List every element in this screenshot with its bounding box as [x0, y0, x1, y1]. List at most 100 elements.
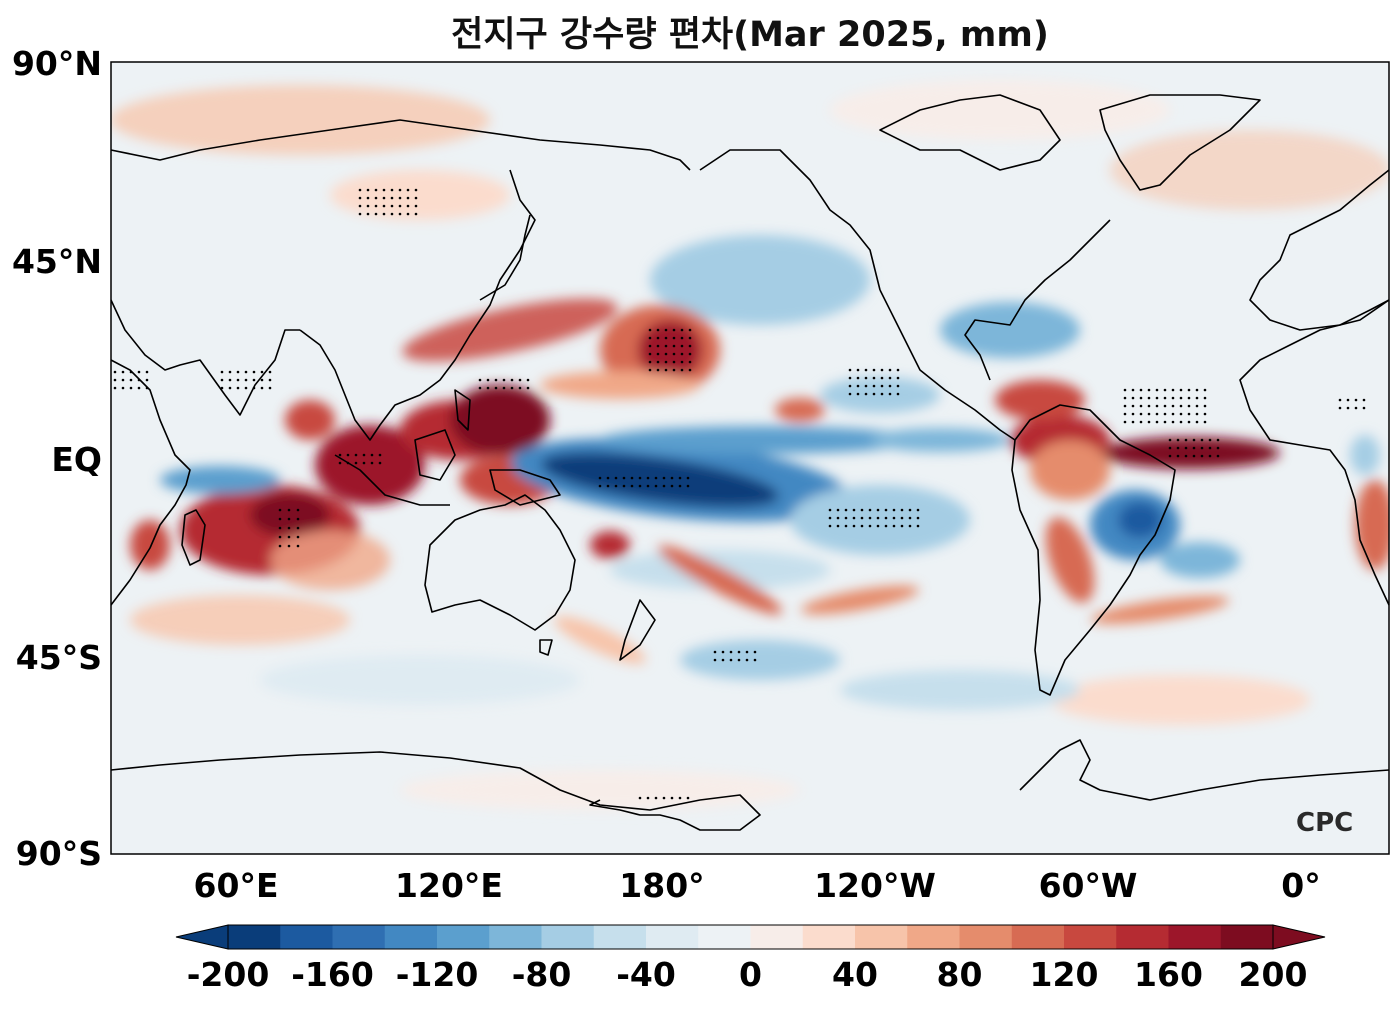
stipple-dot: [896, 384, 900, 388]
stipple-dot: [892, 524, 896, 528]
stipple-dot: [1168, 438, 1172, 442]
stipple-dot: [1187, 420, 1191, 424]
stipple-dot: [1179, 404, 1183, 408]
stipple-dot: [278, 508, 282, 512]
stipple-dot: [622, 484, 626, 488]
stipple-dot: [374, 188, 378, 192]
stipple-dot: [680, 360, 684, 364]
colorbar-tick-label: 0: [739, 955, 762, 994]
colorbar-cell: [332, 925, 386, 949]
colorbar: [175, 924, 1326, 950]
stipple-dot: [888, 376, 892, 380]
colorbar-tick-label: -200: [186, 955, 270, 994]
stipple-dot: [121, 378, 125, 382]
stipple-dot: [268, 378, 272, 382]
stipple-dot: [1155, 404, 1159, 408]
stipple-dot: [494, 378, 498, 382]
colorbar-tick-label: -160: [291, 955, 374, 994]
stipple-dot: [713, 658, 717, 662]
stipple-dot: [664, 352, 668, 356]
coast-tasmania: [539, 639, 553, 656]
stipple-dot: [880, 376, 884, 380]
stipple-dot: [287, 517, 291, 521]
stipple-dot: [896, 392, 900, 396]
stipple-dot: [228, 378, 232, 382]
coast-africa-east: [110, 359, 191, 606]
stipple-dot: [260, 386, 264, 390]
stipple-dot: [236, 370, 240, 374]
stipple-dot: [680, 328, 684, 332]
stipple-dot: [244, 386, 248, 390]
stipple-dot: [260, 370, 264, 374]
colorbar-cell: [489, 925, 542, 949]
stipple-dot: [908, 516, 912, 520]
stipple-dot: [1192, 454, 1196, 458]
stipple-dot: [686, 484, 690, 488]
stipple-dot: [121, 386, 125, 390]
anomaly-blobs: [111, 80, 1389, 810]
stipple-dot: [900, 516, 904, 520]
colorbar-extend-left: [175, 924, 229, 950]
stipple-dot: [900, 508, 904, 512]
stipple-dot: [1155, 396, 1159, 400]
stipple-dot: [656, 344, 660, 348]
coast-eurasia-north: [110, 119, 691, 171]
stipple-dot: [129, 378, 133, 382]
stipple-dot: [688, 352, 692, 356]
stipple-dot: [753, 658, 757, 662]
stipple-dot: [1123, 396, 1127, 400]
stipple-dot: [1176, 454, 1180, 458]
stipple-dot: [358, 188, 362, 192]
stipple-dot: [672, 352, 676, 356]
stipple-dot: [598, 484, 602, 488]
stipple-dot: [614, 476, 618, 480]
stipple-dot: [510, 386, 514, 390]
lon-label-120w: 120°W: [814, 866, 936, 905]
coast-north-america-east: [964, 219, 1111, 381]
stipple-dot: [1195, 404, 1199, 408]
colorbar-cell: [1011, 925, 1065, 949]
stipple-dot: [1187, 388, 1191, 392]
stipple-dot: [908, 508, 912, 512]
anomaly-field: [111, 80, 1389, 810]
stipple-dot: [753, 650, 757, 654]
stipple-dot: [366, 212, 370, 216]
stipple-dot: [848, 368, 852, 372]
stipple-dot: [672, 328, 676, 332]
stipple-dot: [844, 524, 848, 528]
stipple-dot: [1139, 412, 1143, 416]
stipple-dot: [1338, 398, 1342, 402]
stipple-dot: [888, 392, 892, 396]
stipple-dot: [828, 516, 832, 520]
colorbar-cell: [855, 925, 908, 949]
stipple-dot: [374, 204, 378, 208]
stipple-dot: [296, 544, 300, 548]
stipple-dot: [338, 461, 342, 465]
stipple-dot: [398, 204, 402, 208]
stipple-dot: [370, 461, 374, 465]
stipple-dot: [606, 476, 610, 480]
colorbar-cell: [1220, 925, 1274, 949]
stipple-dot: [113, 378, 117, 382]
stipple-dot: [1187, 396, 1191, 400]
stipple-dot: [648, 336, 652, 340]
stipple-dot: [852, 508, 856, 512]
stipple-dot: [296, 508, 300, 512]
stipple-dot: [908, 524, 912, 528]
stipple-dot: [721, 650, 725, 654]
stipple-dot: [287, 526, 291, 530]
stipple-dot: [828, 524, 832, 528]
stipple-dot: [678, 476, 682, 480]
stipple-dot: [648, 344, 652, 348]
stipple-dot: [382, 204, 386, 208]
coast-africa-west: [1239, 299, 1390, 606]
colorbar-cell: [698, 925, 751, 949]
coastlines: [110, 94, 1390, 831]
stipple-dot: [1346, 406, 1350, 410]
colorbar-tick-label: 120: [1029, 955, 1099, 994]
colorbar-tick-label: -120: [395, 955, 479, 994]
stipple-dot: [1200, 438, 1204, 442]
stipple-dot: [236, 378, 240, 382]
stipple-dot: [414, 196, 418, 200]
stipple-dot: [382, 196, 386, 200]
